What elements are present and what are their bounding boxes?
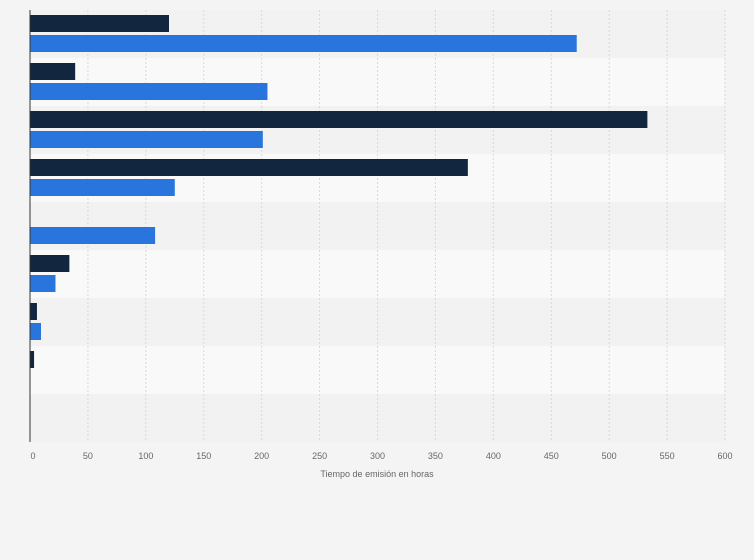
x-tick-label: 350 bbox=[428, 451, 443, 461]
bars bbox=[30, 15, 648, 368]
x-tick-label: 550 bbox=[660, 451, 675, 461]
bar-series-1 bbox=[30, 111, 648, 128]
bar-series-1 bbox=[30, 63, 76, 80]
x-tick-label: 250 bbox=[312, 451, 327, 461]
x-tick-label: 150 bbox=[196, 451, 211, 461]
bar-series-1 bbox=[30, 15, 169, 32]
x-tick-label: 450 bbox=[544, 451, 559, 461]
bar-series-2 bbox=[30, 83, 268, 100]
x-tick-label: 0 bbox=[30, 451, 35, 461]
bar-series-1 bbox=[30, 303, 37, 320]
bar-series-2 bbox=[30, 323, 42, 340]
x-tick-label: 400 bbox=[486, 451, 501, 461]
bar-series-2 bbox=[30, 275, 56, 292]
x-tick-labels: 0 50 100 150 200 250 300 350 400 450 500 550 600 bbox=[30, 451, 732, 461]
bar-series-2 bbox=[30, 179, 175, 196]
gridlines bbox=[87, 10, 726, 442]
bar-series-1 bbox=[30, 255, 70, 272]
x-tick-label: 600 bbox=[717, 451, 732, 461]
bar-series-1 bbox=[30, 351, 35, 368]
bar-series-2 bbox=[30, 131, 263, 148]
x-tick-label: 200 bbox=[254, 451, 269, 461]
bar-series-2 bbox=[30, 35, 577, 52]
bar-series-1 bbox=[30, 159, 468, 176]
x-tick-label: 50 bbox=[83, 451, 93, 461]
x-tick-label: 100 bbox=[138, 451, 153, 461]
x-tick-label: 300 bbox=[370, 451, 385, 461]
x-tick-label: 500 bbox=[602, 451, 617, 461]
x-axis-label: Tiempo de emisión en horas bbox=[320, 469, 434, 479]
bar-series-2 bbox=[30, 227, 156, 244]
